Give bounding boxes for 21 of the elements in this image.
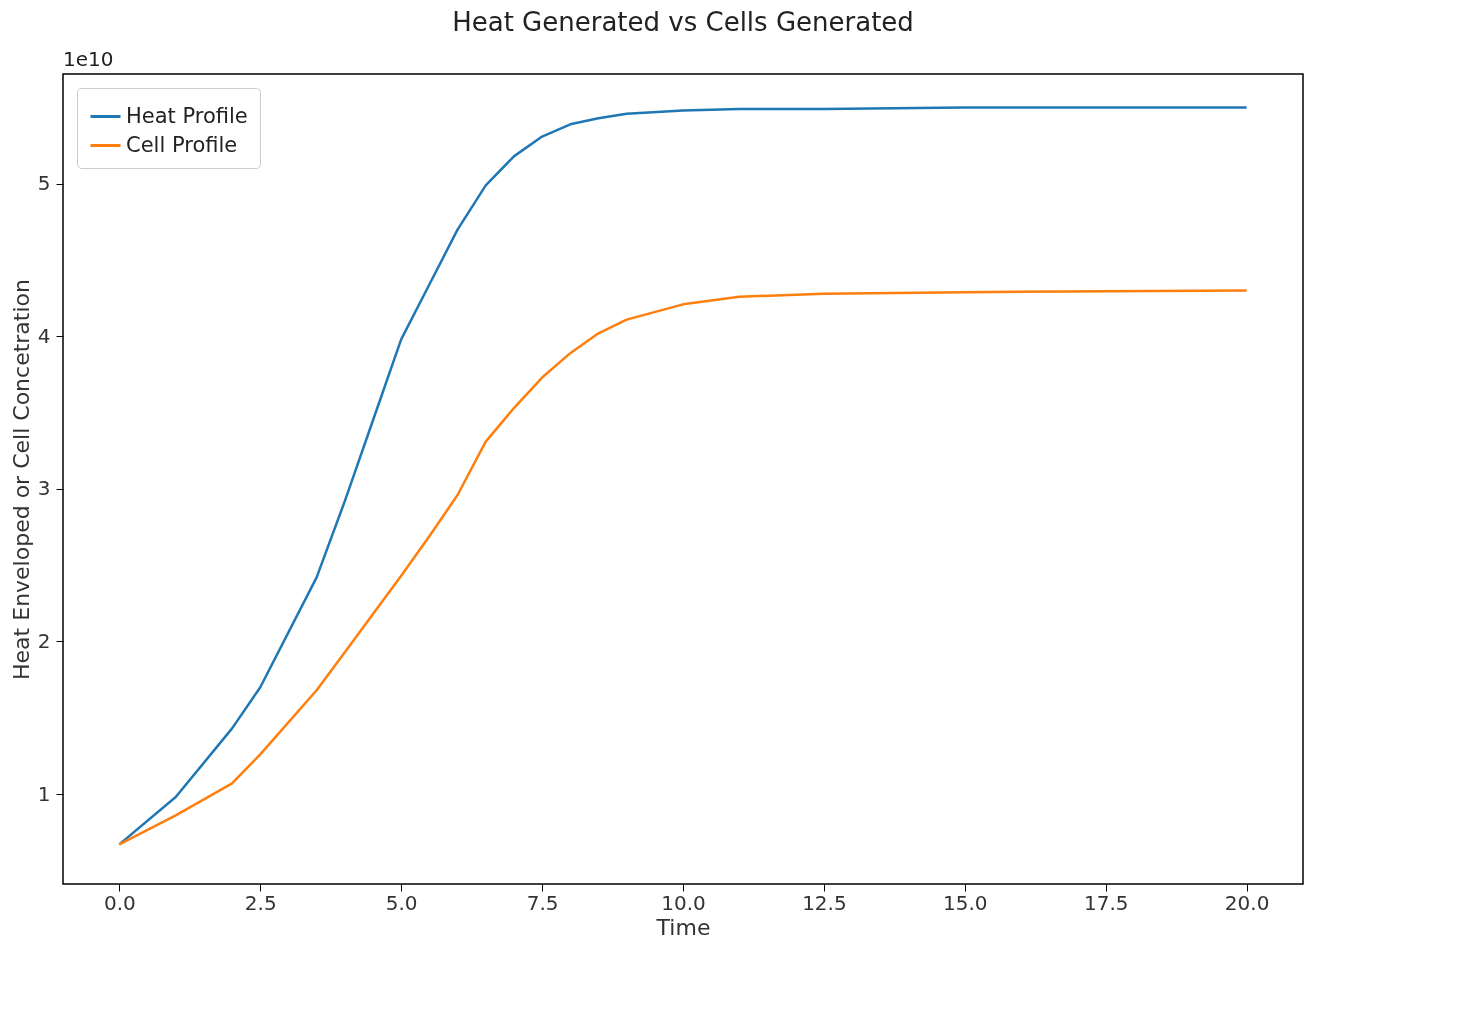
legend-label: Cell Profile [126,132,238,157]
x-axis-title: Time [655,914,711,940]
x-tick-label: 2.5 [244,890,277,915]
y-axis-title: Heat Enveloped or Cell Concetration [8,279,34,680]
x-tick-label: 10.0 [661,890,706,915]
chart-title: Heat Generated vs Cells Generated [452,7,914,37]
y-tick-label: 1 [37,781,51,806]
x-tick-label: 7.5 [526,890,559,915]
y-tick-label: 2 [37,628,51,653]
y-tick-label: 5 [37,171,51,196]
x-tick-label: 15.0 [943,890,988,915]
x-tick-label: 0.0 [103,890,136,915]
text: 1e10 [63,47,114,71]
y-tick-label: 4 [37,323,51,348]
x-tick-label: 5.0 [385,890,418,915]
legend-label: Heat Profile [126,103,248,128]
y-tick-label: 3 [37,476,51,501]
x-tick-label: 17.5 [1083,890,1129,915]
x-tick-label: 12.5 [802,890,847,915]
x-tick-label: 20.0 [1224,890,1270,915]
line-series [118,289,1248,846]
